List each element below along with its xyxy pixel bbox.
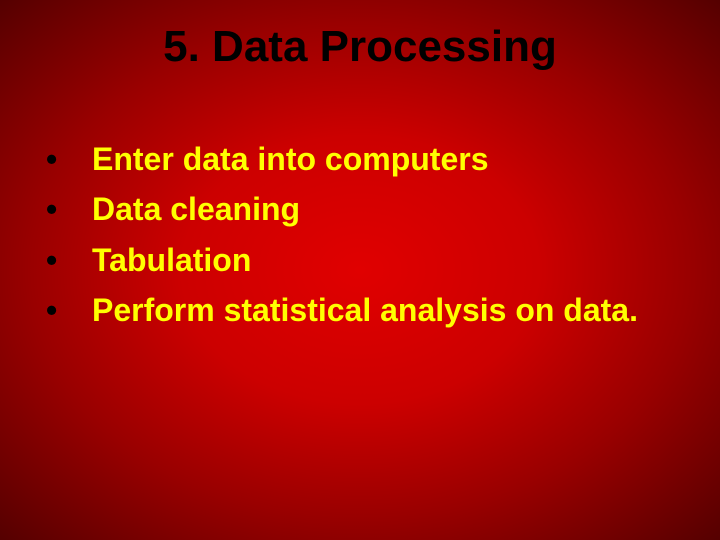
slide-title: 5. Data Processing (0, 0, 720, 72)
list-item: • Tabulation (46, 241, 720, 279)
bullet-icon: • (46, 190, 92, 228)
slide: 5. Data Processing • Enter data into com… (0, 0, 720, 540)
slide-content: • Enter data into computers • Data clean… (0, 72, 720, 330)
list-item-text: Enter data into computers (92, 140, 489, 178)
list-item-text: Perform statistical analysis on data. (92, 291, 638, 329)
list-item: • Enter data into computers (46, 140, 720, 178)
bullet-icon: • (46, 241, 92, 279)
list-item-text: Tabulation (92, 241, 251, 279)
bullet-icon: • (46, 140, 92, 178)
list-item: • Data cleaning (46, 190, 720, 228)
list-item-text: Data cleaning (92, 190, 300, 228)
bullet-icon: • (46, 291, 92, 329)
list-item: • Perform statistical analysis on data. (46, 291, 720, 329)
